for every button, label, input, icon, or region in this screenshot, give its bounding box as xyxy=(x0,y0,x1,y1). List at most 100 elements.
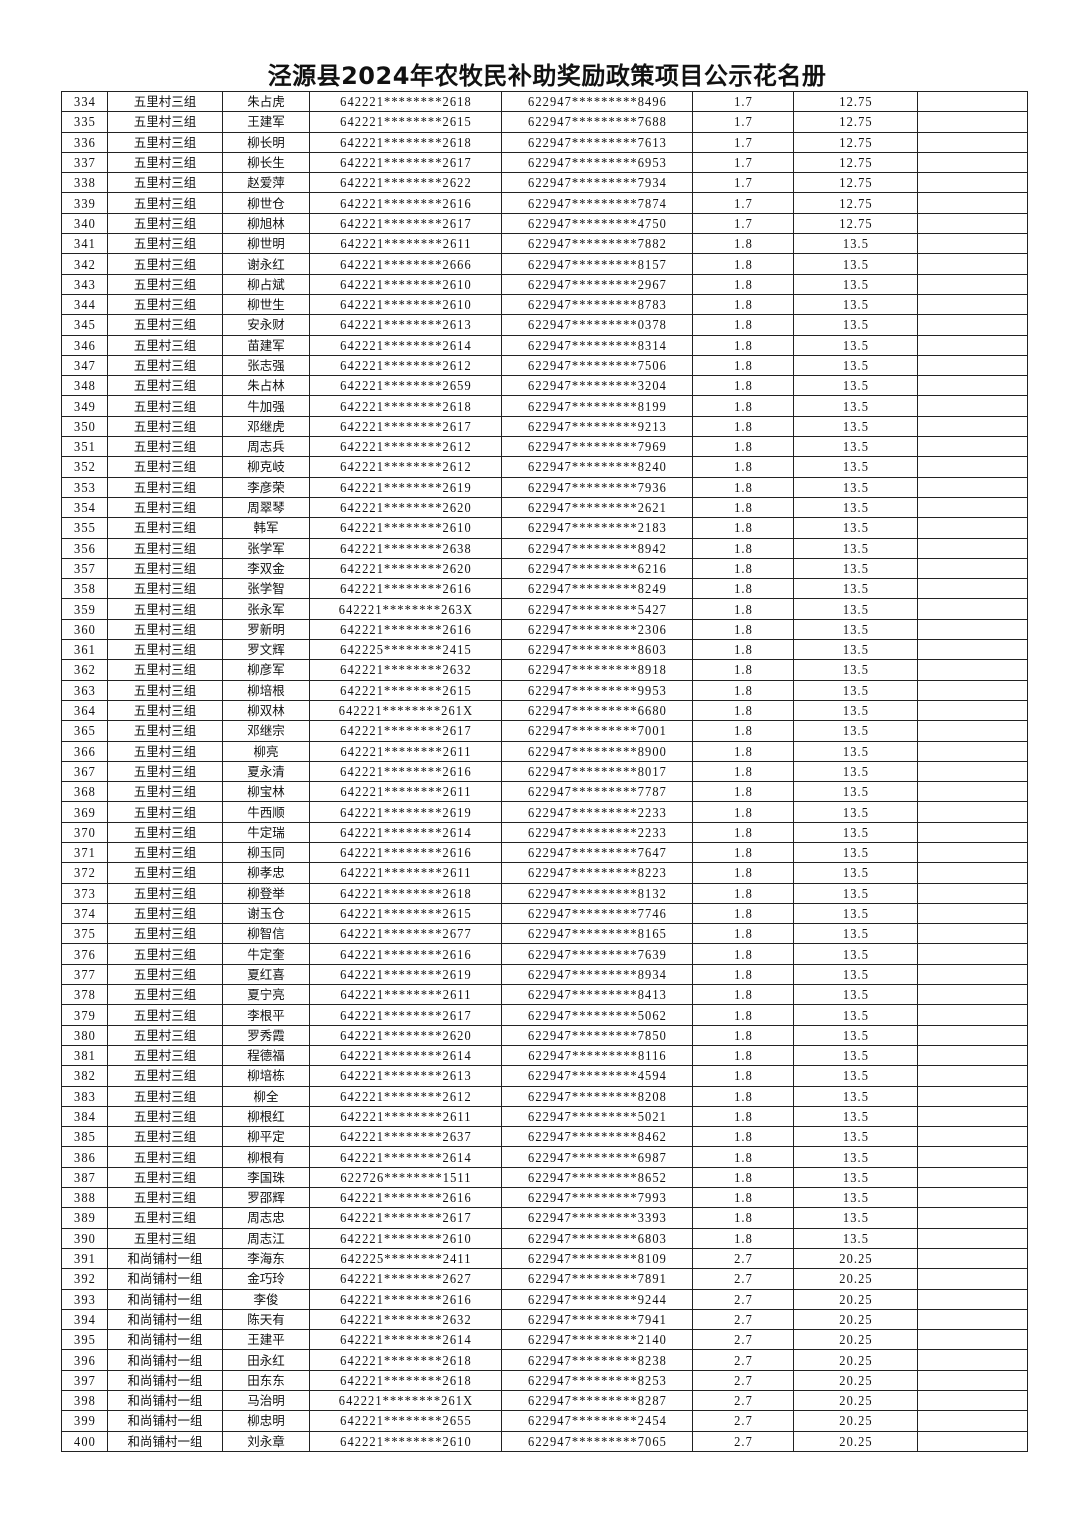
name-cell: 柳克岐 xyxy=(222,456,310,478)
name-cell: 张学智 xyxy=(222,578,310,600)
id-number-cell: 642221********2622 xyxy=(316,172,495,194)
row-number-cell: 351 xyxy=(62,436,107,458)
table-row: 338 五里村三组 赵爱萍 642221********2622 622947*****… xyxy=(62,172,1028,194)
remark-cell xyxy=(921,801,1024,823)
village-group-cell: 五里村三组 xyxy=(107,659,223,681)
name-cell: 夏红喜 xyxy=(222,963,310,986)
name-cell: 柳培栋 xyxy=(222,1065,310,1087)
village-group-cell: 五里村三组 xyxy=(107,192,223,214)
row-number-cell: 377 xyxy=(62,963,107,986)
area-cell: 1.8 xyxy=(696,456,790,478)
bank-account-cell: 622947*********8157 xyxy=(508,253,686,275)
id-number-cell: 642221********2638 xyxy=(316,537,495,559)
village-group-cell: 和尚铺村一组 xyxy=(107,1329,223,1351)
remark-cell xyxy=(921,1004,1024,1026)
name-cell: 柳彦军 xyxy=(222,659,310,681)
remark-cell xyxy=(921,1410,1024,1432)
row-number-cell: 362 xyxy=(62,659,107,681)
bank-account-cell: 622947*********5427 xyxy=(508,598,686,620)
table-row: 396 和尚铺村一组 田永红 642221********2618 622947****… xyxy=(62,1349,1028,1371)
name-cell: 赵爱萍 xyxy=(222,172,310,194)
table-row: 389 五里村三组 周志忠 642221********2617 622947*****… xyxy=(62,1207,1028,1229)
row-number-cell: 390 xyxy=(62,1227,107,1249)
amount-cell: 20.25 xyxy=(798,1410,914,1432)
row-number-cell: 354 xyxy=(62,496,107,519)
remark-cell xyxy=(921,1369,1024,1392)
bank-account-cell: 622947*********8249 xyxy=(508,578,686,600)
area-cell: 1.7 xyxy=(696,111,790,133)
id-number-cell: 642221********2613 xyxy=(316,1065,495,1087)
village-group-cell: 五里村三组 xyxy=(107,740,223,762)
name-cell: 柳登举 xyxy=(222,882,310,904)
amount-cell: 13.5 xyxy=(798,1044,914,1067)
row-number-cell: 369 xyxy=(62,801,107,823)
bank-account-cell: 622947*********4594 xyxy=(508,1065,686,1087)
row-number-cell: 347 xyxy=(62,354,107,377)
table-row: 391 和尚铺村一组 李海东 642225********2411 622947****… xyxy=(62,1247,1028,1270)
remark-cell xyxy=(921,1065,1024,1087)
area-cell: 1.8 xyxy=(696,1126,790,1148)
area-cell: 1.8 xyxy=(696,1085,790,1107)
remark-cell xyxy=(921,882,1024,904)
amount-cell: 12.75 xyxy=(798,111,914,133)
amount-cell: 13.5 xyxy=(798,537,914,559)
village-group-cell: 五里村三组 xyxy=(107,862,223,884)
remark-cell xyxy=(921,293,1024,316)
name-cell: 苗建军 xyxy=(222,334,310,356)
remark-cell xyxy=(921,436,1024,458)
bank-account-cell: 622947*********2621 xyxy=(508,496,686,519)
name-cell: 柳长明 xyxy=(222,131,310,153)
id-number-cell: 642221********2632 xyxy=(316,659,495,681)
id-number-cell: 642221********2614 xyxy=(316,1044,495,1067)
name-cell: 柳世仓 xyxy=(222,192,310,214)
area-cell: 1.8 xyxy=(696,557,790,580)
amount-cell: 13.5 xyxy=(798,375,914,397)
bank-account-cell: 622947*********2140 xyxy=(508,1329,686,1351)
name-cell: 柳平定 xyxy=(222,1126,310,1148)
area-cell: 1.8 xyxy=(696,679,790,701)
amount-cell: 13.5 xyxy=(798,436,914,458)
bank-account-cell: 622947*********8942 xyxy=(508,537,686,559)
amount-cell: 13.5 xyxy=(798,639,914,661)
id-number-cell: 642225********2415 xyxy=(316,639,495,661)
amount-cell: 13.5 xyxy=(798,293,914,316)
village-group-cell: 五里村三组 xyxy=(107,273,223,295)
id-number-cell: 642221********261X xyxy=(316,699,495,722)
remark-cell xyxy=(921,415,1024,438)
remark-cell xyxy=(921,1389,1024,1412)
name-cell: 柳根有 xyxy=(222,1146,310,1168)
id-number-cell: 642225********2411 xyxy=(316,1247,495,1270)
amount-cell: 20.25 xyxy=(798,1288,914,1310)
village-group-cell: 和尚铺村一组 xyxy=(107,1288,223,1310)
name-cell: 王建军 xyxy=(222,111,310,133)
bank-account-cell: 622947*********6803 xyxy=(508,1227,686,1249)
bank-account-cell: 622947*********8496 xyxy=(508,90,686,113)
row-number-cell: 373 xyxy=(62,882,107,904)
area-cell: 1.8 xyxy=(696,1105,790,1128)
row-number-cell: 400 xyxy=(62,1430,107,1452)
row-number-cell: 395 xyxy=(62,1329,107,1351)
table-row: 398 和尚铺村一组 马治明 642221********261X 622947****… xyxy=(62,1389,1028,1412)
table-row: 357 五里村三组 李双金 642221********2620 622947*****… xyxy=(62,557,1028,580)
name-cell: 李彦荣 xyxy=(222,476,310,498)
amount-cell: 13.5 xyxy=(798,984,914,1006)
village-group-cell: 五里村三组 xyxy=(107,1187,223,1209)
amount-cell: 13.5 xyxy=(798,233,914,255)
table-row: 375 五里村三组 柳智信 642221********2677 622947*****… xyxy=(62,923,1028,945)
amount-cell: 13.5 xyxy=(798,801,914,823)
remark-cell xyxy=(921,1430,1024,1452)
id-number-cell: 642221********2620 xyxy=(316,1024,495,1046)
area-cell: 2.7 xyxy=(696,1268,790,1290)
roster-table: 334 五里村三组 朱占虎 642221********2618 622947*****… xyxy=(61,90,1028,1452)
area-cell: 1.8 xyxy=(696,415,790,438)
id-number-cell: 642221********2618 xyxy=(316,90,495,113)
name-cell: 朱占虎 xyxy=(222,90,310,113)
bank-account-cell: 622947*********8253 xyxy=(508,1369,686,1392)
id-number-cell: 642221********2618 xyxy=(316,882,495,904)
amount-cell: 13.5 xyxy=(798,699,914,722)
table-row: 370 五里村三组 牛定瑞 642221********2614 622947*****… xyxy=(62,821,1028,843)
remark-cell xyxy=(921,90,1024,113)
amount-cell: 13.5 xyxy=(798,1227,914,1249)
row-number-cell: 335 xyxy=(62,111,107,133)
village-group-cell: 五里村三组 xyxy=(107,1085,223,1107)
